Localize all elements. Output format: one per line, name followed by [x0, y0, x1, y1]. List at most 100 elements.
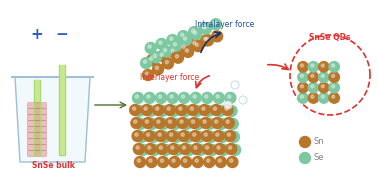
Circle shape — [194, 108, 197, 111]
Circle shape — [308, 62, 319, 72]
Circle shape — [230, 121, 233, 124]
Circle shape — [227, 156, 238, 168]
Circle shape — [203, 35, 214, 46]
Circle shape — [202, 107, 205, 110]
Circle shape — [203, 143, 214, 154]
Circle shape — [180, 105, 191, 116]
Circle shape — [185, 134, 188, 137]
Circle shape — [136, 146, 139, 149]
Circle shape — [308, 93, 319, 103]
Circle shape — [193, 133, 196, 136]
Circle shape — [145, 72, 149, 75]
Circle shape — [171, 49, 174, 52]
Circle shape — [193, 41, 196, 44]
Circle shape — [207, 121, 210, 124]
Circle shape — [200, 23, 211, 34]
Circle shape — [134, 120, 137, 123]
Circle shape — [155, 66, 158, 69]
Circle shape — [174, 134, 177, 137]
Circle shape — [137, 159, 141, 162]
Circle shape — [298, 62, 308, 72]
Circle shape — [204, 95, 208, 98]
Circle shape — [190, 39, 201, 50]
Circle shape — [135, 156, 146, 168]
Circle shape — [139, 134, 142, 137]
Circle shape — [181, 34, 192, 45]
Circle shape — [216, 133, 219, 136]
Circle shape — [162, 134, 165, 137]
Circle shape — [160, 53, 163, 56]
Circle shape — [169, 156, 180, 168]
Circle shape — [158, 156, 169, 168]
Circle shape — [164, 105, 175, 116]
Circle shape — [182, 146, 186, 149]
Circle shape — [138, 121, 141, 124]
Circle shape — [180, 143, 191, 154]
Text: Intralayer force: Intralayer force — [195, 20, 254, 29]
Circle shape — [168, 143, 179, 154]
Circle shape — [170, 40, 181, 51]
Circle shape — [158, 95, 162, 98]
Circle shape — [149, 159, 152, 162]
Circle shape — [168, 105, 179, 116]
Circle shape — [216, 95, 219, 98]
Circle shape — [212, 118, 223, 129]
Circle shape — [228, 131, 239, 142]
Circle shape — [163, 48, 167, 52]
Circle shape — [169, 118, 181, 129]
Circle shape — [205, 37, 209, 41]
Circle shape — [319, 93, 329, 103]
Circle shape — [298, 93, 308, 103]
Circle shape — [181, 133, 184, 136]
Circle shape — [206, 159, 210, 162]
Circle shape — [152, 64, 164, 75]
Text: SnSe bulk: SnSe bulk — [31, 161, 74, 170]
Circle shape — [171, 131, 182, 142]
Circle shape — [197, 134, 200, 137]
Circle shape — [181, 156, 192, 168]
Circle shape — [135, 95, 138, 98]
Circle shape — [204, 156, 215, 168]
Circle shape — [148, 45, 151, 48]
Circle shape — [156, 143, 167, 154]
Circle shape — [167, 130, 178, 141]
Circle shape — [329, 93, 339, 103]
Circle shape — [190, 130, 201, 141]
Circle shape — [166, 118, 177, 129]
Circle shape — [329, 72, 339, 82]
Circle shape — [232, 147, 236, 150]
Circle shape — [163, 58, 174, 69]
Circle shape — [190, 92, 201, 103]
Circle shape — [183, 37, 187, 40]
FancyBboxPatch shape — [28, 121, 46, 126]
Circle shape — [217, 146, 220, 149]
Circle shape — [153, 54, 156, 58]
FancyBboxPatch shape — [28, 115, 46, 120]
Circle shape — [229, 108, 232, 111]
Circle shape — [130, 105, 141, 116]
Circle shape — [308, 82, 319, 93]
Circle shape — [321, 85, 324, 88]
Circle shape — [161, 46, 172, 57]
Circle shape — [167, 107, 170, 110]
Circle shape — [184, 121, 187, 124]
Circle shape — [137, 144, 148, 155]
Circle shape — [156, 107, 159, 110]
Circle shape — [136, 108, 140, 111]
Circle shape — [157, 51, 168, 62]
Circle shape — [311, 74, 314, 77]
Circle shape — [160, 144, 171, 155]
Circle shape — [144, 107, 147, 110]
Circle shape — [178, 31, 189, 42]
Circle shape — [301, 85, 304, 88]
Circle shape — [189, 118, 200, 129]
Circle shape — [311, 85, 314, 88]
Circle shape — [329, 82, 339, 93]
Circle shape — [230, 144, 241, 155]
Circle shape — [206, 144, 218, 155]
Circle shape — [301, 74, 304, 77]
Circle shape — [172, 144, 183, 155]
FancyBboxPatch shape — [28, 127, 46, 132]
Circle shape — [152, 147, 155, 150]
Circle shape — [143, 60, 147, 63]
